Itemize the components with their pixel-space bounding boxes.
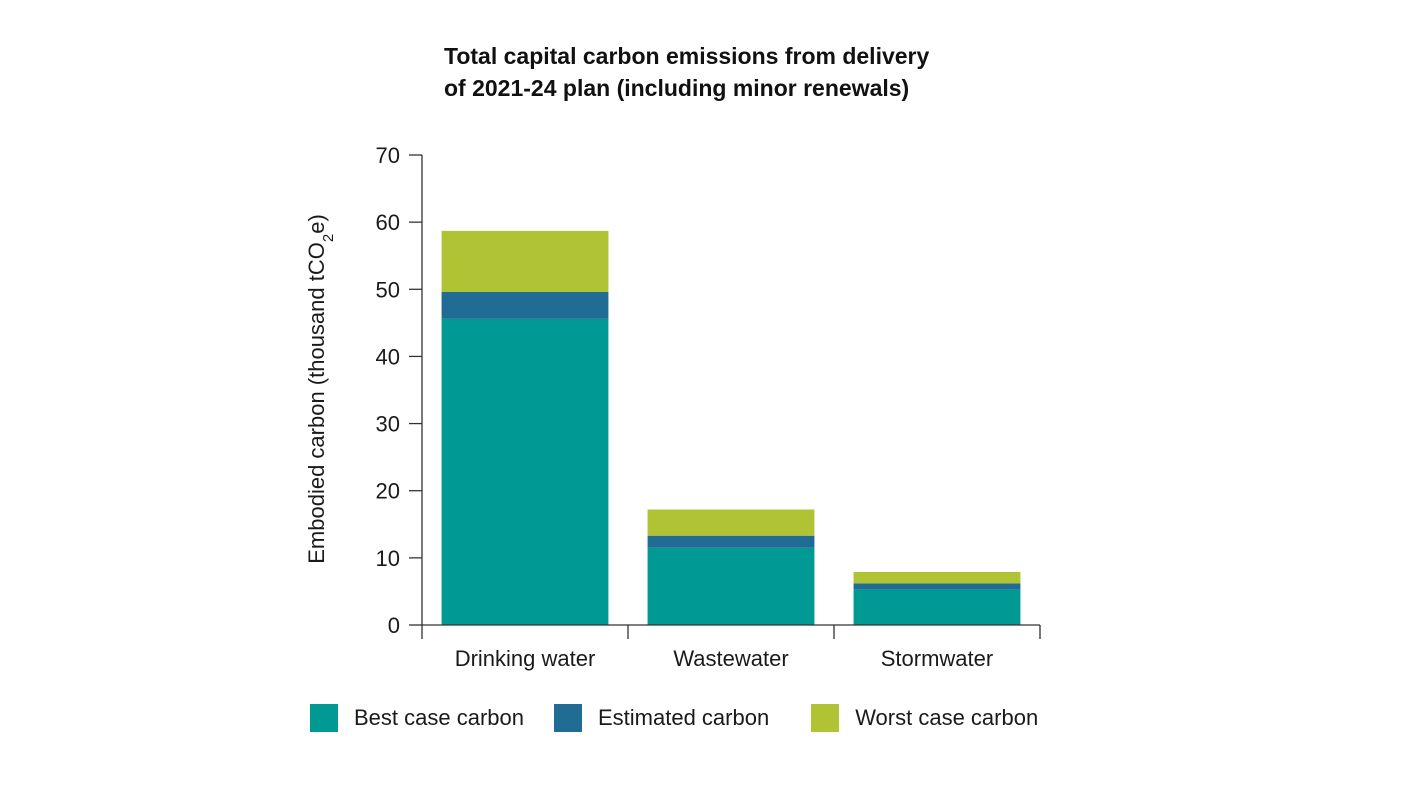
y-tick-label: 50	[376, 277, 400, 302]
bar-segment-worst-case-1	[647, 509, 815, 536]
legend-item: Estimated carbon	[553, 704, 770, 732]
legend-label: Best case carbon	[354, 705, 524, 730]
bar-segment-estimated-1	[647, 535, 815, 548]
legend-label: Worst case carbon	[855, 705, 1039, 730]
bar-segment-estimated-0	[441, 291, 609, 319]
y-tick-label: 0	[388, 613, 400, 638]
x-category-label: Drinking water	[455, 646, 596, 671]
chart-title-line-1: Total capital carbon emissions from deli…	[444, 43, 930, 69]
legend-swatch	[310, 704, 338, 732]
bar-segment-best-case-1	[647, 547, 815, 625]
y-axis-title-prefix: Embodied carbon (thousand tCO	[304, 242, 329, 564]
legend-swatch	[553, 704, 582, 732]
y-tick-label: 10	[376, 546, 400, 571]
y-tick-label: 60	[376, 210, 400, 235]
legend-label: Estimated carbon	[597, 705, 770, 730]
y-tick-label: 40	[376, 344, 400, 369]
chart-title-line-2: of 2021-24 plan (including minor renewal…	[444, 75, 910, 101]
x-axis-ticks	[421, 625, 1041, 639]
y-axis-title-subscript: 2	[320, 234, 337, 242]
y-tick-label: 30	[376, 412, 400, 437]
legend: Best case carbon Estimated carbon Worst ca…	[310, 703, 1038, 733]
chart-title: Total capital carbon emissions from deli…	[444, 40, 1044, 104]
y-axis-title: Embodied carbon (thousand tCO2e)	[304, 214, 337, 564]
bar-segment-worst-case-0	[441, 230, 609, 292]
x-category-label: Stormwater	[881, 646, 993, 671]
x-axis-category-labels: Drinking water Wastewater Stormwater	[455, 646, 994, 671]
y-axis-title-suffix: e)	[304, 214, 329, 234]
bar-segment-best-case-0	[441, 318, 609, 625]
y-tick-label: 70	[376, 143, 400, 168]
x-category-label: Wastewater	[673, 646, 788, 671]
legend-item: Best case carbon	[310, 704, 524, 732]
legend-item: Worst case carbon	[811, 704, 1038, 732]
legend-swatch	[811, 704, 840, 732]
bar-segment-estimated-2	[853, 583, 1021, 590]
bar-segment-best-case-2	[853, 589, 1021, 625]
y-tick-label: 20	[376, 479, 400, 504]
bars	[441, 230, 1021, 625]
y-axis-ticks: 0 10 20 30 40 50 60 70	[376, 143, 422, 638]
bar-segment-worst-case-2	[853, 571, 1021, 584]
